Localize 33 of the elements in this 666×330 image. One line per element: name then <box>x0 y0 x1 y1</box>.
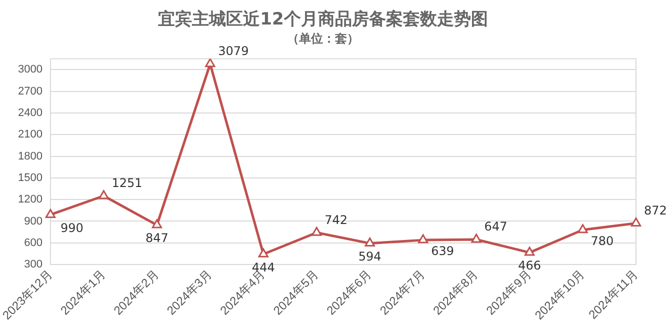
data-label: 3079 <box>218 44 249 58</box>
point <box>98 190 109 200</box>
data-label: 847 <box>145 231 168 246</box>
data-label: 990 <box>60 220 84 235</box>
data-label: 647 <box>484 220 508 234</box>
point <box>471 234 482 243</box>
point <box>258 248 268 258</box>
y-tick-label: 2100 <box>18 128 42 141</box>
point <box>524 246 535 256</box>
chart-title: 宜宾主城区近12个月商品房备案套数走势图 <box>158 8 488 30</box>
data-label: 872 <box>644 203 666 218</box>
y-tick-label: 900 <box>24 215 42 228</box>
point <box>630 217 642 226</box>
y-tick-label: 1800 <box>18 150 42 162</box>
y-tick-label: 3000 <box>18 64 42 76</box>
y-tick-label: 2400 <box>18 106 42 119</box>
point <box>578 224 588 234</box>
chart-subtitle: （单位：套） <box>287 32 359 46</box>
y-tick-label: 300 <box>24 258 42 271</box>
point <box>312 226 322 236</box>
data-label: 742 <box>324 212 348 227</box>
point <box>364 238 375 247</box>
data-label: 594 <box>358 249 382 264</box>
data-label: 639 <box>431 244 454 258</box>
point <box>418 234 428 244</box>
y-tick-label: 1500 <box>18 172 42 184</box>
data-label: 1251 <box>112 176 142 190</box>
point <box>205 58 216 68</box>
y-tick-label: 2700 <box>18 85 42 98</box>
point <box>152 219 162 228</box>
y-tick-label: 600 <box>24 236 42 249</box>
data-label: 780 <box>590 234 614 248</box>
y-tick-label: 1200 <box>18 194 42 206</box>
